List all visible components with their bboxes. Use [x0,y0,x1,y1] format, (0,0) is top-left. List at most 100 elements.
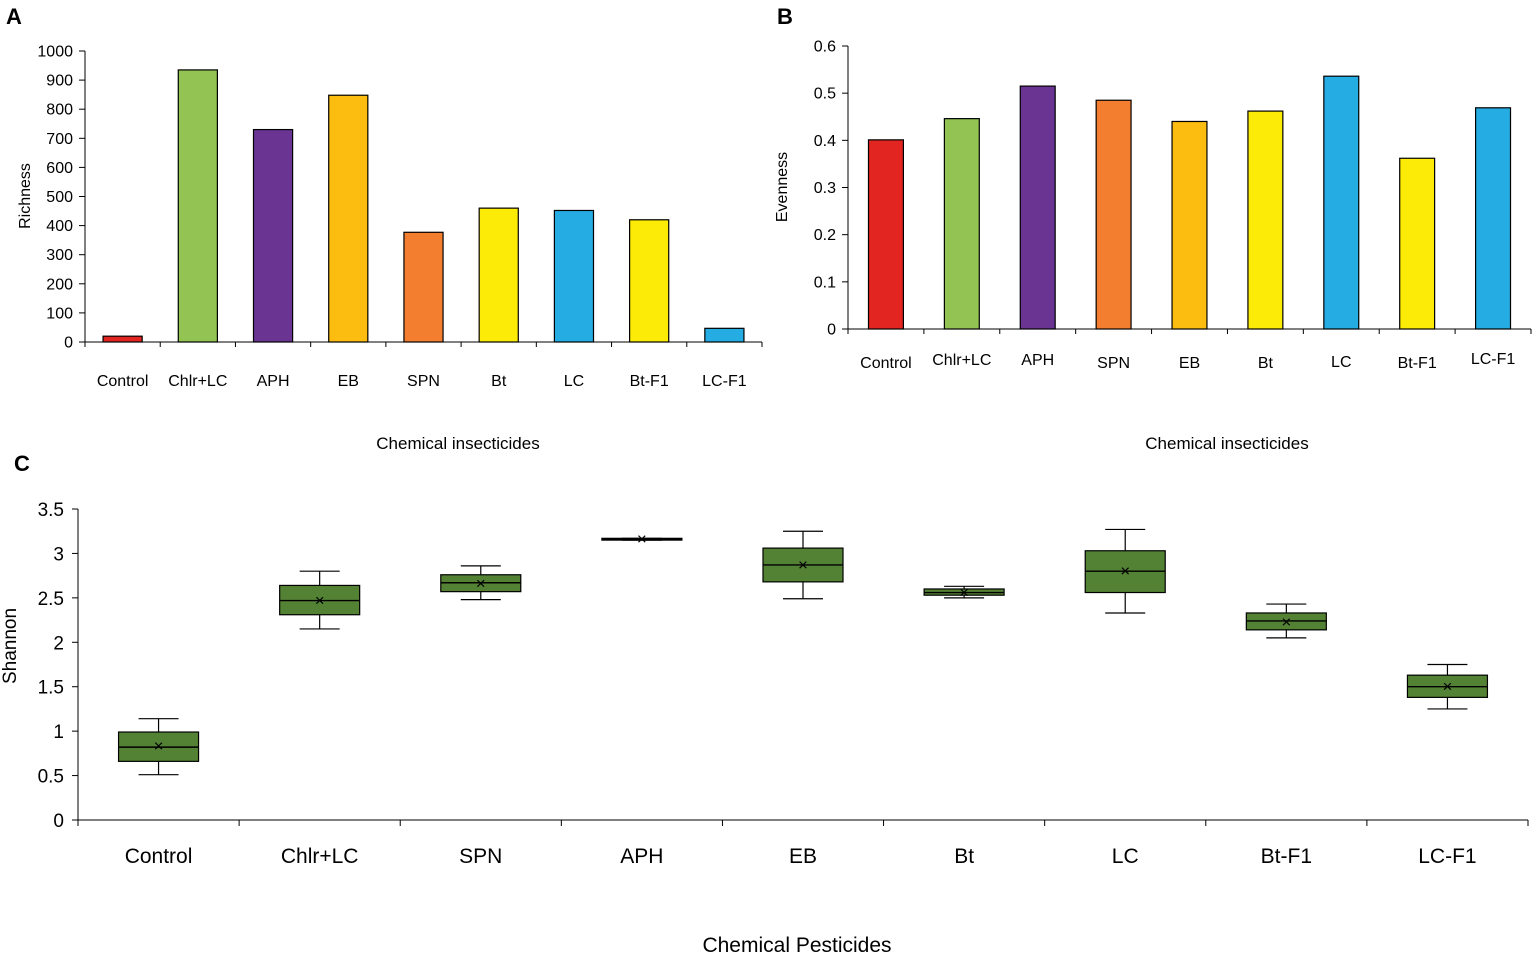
x-tick-label: SPN [459,845,502,868]
x-tick-label: EB [338,373,359,390]
bar-lc [1323,75,1360,330]
x-tick-label: LC [1331,354,1351,371]
x-tick-label: LC-F1 [702,373,747,390]
box-lc: × [1084,528,1166,614]
mean-marker: × [154,737,164,756]
chart-a-richness: 0 100 200 300 400 500 600 700 800 900 1000 Control C… [37,44,763,390]
mean-marker: × [1281,612,1291,631]
y-tick-label: 0 [64,335,73,352]
x-tick-label: Chlr+LC [932,352,991,369]
y-tick-label: 2 [53,633,64,654]
bar-lc [553,209,595,343]
mean-marker: × [798,555,808,574]
y-tick-label: 0.1 [814,274,836,291]
bar-spn [1095,99,1132,330]
mean-marker: × [315,591,325,610]
y-tick-label: 100 [46,305,73,322]
x-tick-label: Bt [1258,355,1274,372]
x-tick-label: EB [789,845,817,868]
y-tick-label: 3.5 [38,500,64,521]
x-tick-label: APH [1021,352,1054,369]
bar-eb [1171,120,1208,330]
x-tick-label: LC-F1 [1471,351,1516,368]
box-bt: × [923,583,1005,602]
x-tick-label: APH [620,845,663,868]
bar-control [102,335,143,343]
mean-marker: × [637,530,647,549]
bar-aph [252,128,294,343]
y-tick-label: 0.2 [814,227,836,244]
mean-marker: × [1120,562,1130,581]
bar-bt [478,207,519,343]
panel-label-b: B [777,4,793,29]
x-tick-label: Bt-F1 [630,373,669,390]
bar-lc-f1 [704,327,745,343]
y-tick-label: 0.3 [814,180,836,197]
chart-c-shannon: 0 0.5 1 1.5 2 2.5 3 3.5 × Control × Chlr+LC × SPN × APH… [38,500,1529,868]
box-chlr-lc: × [279,570,361,630]
x-tick-label: LC [1112,845,1139,868]
y-tick-label: 1.5 [38,678,64,699]
y-tick-label: 400 [46,218,73,235]
y-tick-label: 2.5 [38,589,64,610]
bar-bt [1247,110,1284,330]
bar-bt-f1 [629,219,670,343]
y-tick-label: 0 [53,811,64,832]
bar-lc-f1 [1475,107,1512,330]
y-tick-label: 200 [46,276,73,293]
chart-b-xlabel: Chemical insecticides [1145,434,1308,453]
mean-marker: × [476,574,486,593]
box-control: × [117,718,200,776]
y-tick-label: 1 [53,722,64,743]
x-tick-label: SPN [1097,355,1130,372]
x-tick-label: LC [564,373,584,390]
x-tick-label: Control [860,355,912,372]
x-tick-label: LC-F1 [1418,845,1476,868]
y-tick-label: 0.6 [814,39,836,56]
chart-c-xlabel: Chemical Pesticides [702,934,891,954]
x-tick-label: EB [1179,355,1200,372]
x-tick-label: Chlr+LC [168,373,227,390]
y-tick-label: 900 [46,73,73,90]
y-tick-label: 700 [46,131,73,148]
box-eb: × [762,530,844,600]
x-tick-label: Bt-F1 [1398,355,1437,372]
bar-chlr-lc [177,69,218,343]
y-tick-label: 3 [53,544,64,565]
box-spn: × [440,565,522,601]
x-tick-label: SPN [407,373,440,390]
y-tick-label: 600 [46,160,73,177]
y-tick-label: 0.5 [814,86,836,103]
bar-bt-f1 [1399,157,1436,330]
chart-a-ylabel: Richness [17,163,34,229]
x-tick-label: Bt [491,373,507,390]
x-tick-label: APH [257,373,290,390]
y-tick-label: 0.4 [814,133,836,150]
chart-b-ylabel: Evenness [774,152,791,222]
bar-eb [328,94,369,343]
bar-aph [1019,85,1056,330]
y-tick-label: 300 [46,247,73,264]
y-tick-label: 800 [46,102,73,119]
y-tick-label: 1000 [37,44,73,61]
x-tick-label: Chlr+LC [281,845,359,868]
y-tick-label: 500 [46,189,73,206]
bar-spn [403,231,444,343]
x-tick-label: Bt-F1 [1261,845,1312,868]
box-aph: × [601,530,683,549]
bar-chlr-lc [943,118,980,330]
panel-label-c: C [14,451,30,476]
mean-marker: × [1442,677,1452,696]
x-tick-label: Control [97,373,149,390]
chart-b-evenness: 0 0.1 0.2 0.3 0.4 0.5 0.6 Control Chlr+LC APH SPN E… [814,39,1532,372]
chart-c-ylabel: Shannon [0,608,21,684]
mean-marker: × [959,583,969,602]
chart-a-xlabel: Chemical insecticides [376,434,539,453]
panel-label-a: A [6,4,22,29]
x-tick-label: Bt [954,845,974,868]
y-tick-label: 0.5 [38,767,64,788]
x-tick-label: Control [125,845,193,868]
y-tick-label: 0 [827,322,836,339]
box-bt-f1: × [1245,603,1327,639]
